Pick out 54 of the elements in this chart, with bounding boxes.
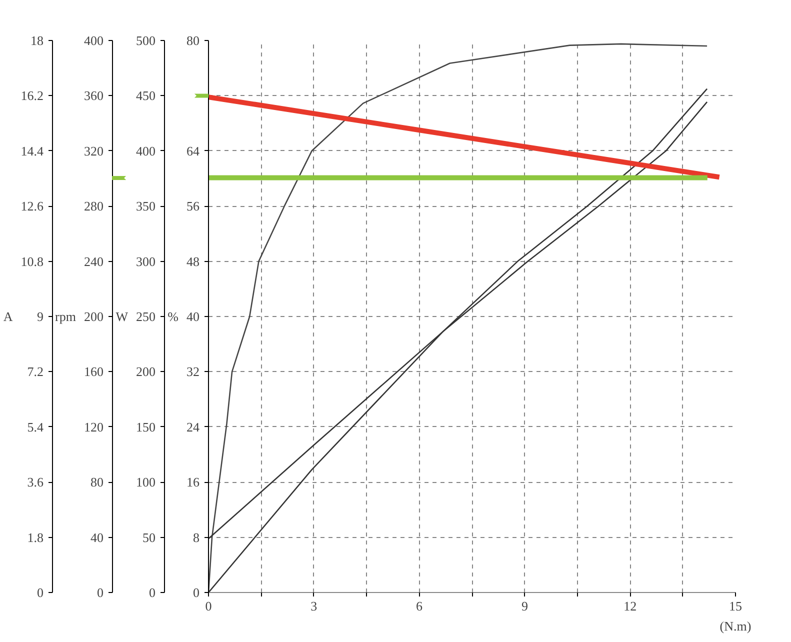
- y2-tick-label: 0: [149, 585, 156, 600]
- y2-tick-label: 100: [136, 474, 156, 490]
- y2-tick-label: 500: [136, 33, 156, 48]
- y-tick-label: 80: [186, 33, 200, 48]
- text: 18: [30, 33, 44, 48]
- y2-tick-label: 200: [136, 364, 156, 380]
- y3-tick-label: 40: [90, 530, 104, 545]
- text: 14.4: [20, 143, 44, 158]
- y2-tick-label: 300: [136, 254, 156, 269]
- x-tick-label: 15: [729, 598, 742, 614]
- y2-tick-label: 50: [142, 530, 156, 545]
- x-tick-label: 3: [310, 598, 318, 614]
- text: 0: [37, 585, 44, 600]
- text: 3.6: [27, 474, 44, 490]
- x-tick-label: 12: [624, 598, 637, 614]
- y3-axis-title: rpm: [55, 309, 76, 324]
- y-tick-label: 64: [186, 143, 200, 158]
- x-tick-label: 9: [521, 598, 528, 614]
- text: A: [3, 309, 14, 324]
- x-tick-label: 6: [416, 598, 424, 614]
- text: 10.8: [20, 254, 44, 269]
- text: 12.6: [20, 198, 44, 214]
- y2-axis-title: W: [116, 309, 129, 324]
- text: 1.8: [27, 530, 44, 545]
- y2-tick-label: 150: [136, 419, 156, 434]
- text: 5.4: [27, 419, 44, 434]
- y-tick-label: 40: [186, 309, 200, 324]
- y2-tick-label: 400: [136, 143, 156, 158]
- y-tick-label: 24: [186, 419, 200, 434]
- x-axis-title: (N.m): [720, 618, 752, 634]
- x-tick-label: 0: [205, 598, 212, 614]
- y-tick-label: 32: [186, 364, 200, 380]
- y3-tick-label: 320: [84, 143, 104, 158]
- y2-tick-label: 450: [136, 88, 156, 104]
- text: 7.2: [27, 364, 44, 380]
- y3-tick-label: 200: [84, 309, 104, 324]
- y-axis-title: %: [168, 309, 179, 324]
- y3-tick-label: 360: [84, 88, 104, 104]
- text: 16.2: [20, 88, 44, 104]
- y3-tick-label: 400: [84, 33, 104, 48]
- y3-tick-label: 0: [97, 585, 104, 600]
- y3-tick-label: 240: [84, 254, 104, 269]
- y-tick-label: 16: [186, 474, 200, 490]
- y3-tick-label: 280: [84, 198, 104, 214]
- y2-tick-label: 350: [136, 198, 156, 214]
- y3-tick-label: 160: [84, 364, 104, 380]
- y-tick-label: 56: [186, 198, 200, 214]
- y-tick-label: 48: [186, 254, 200, 269]
- y-tick-label: 0: [193, 585, 200, 600]
- y2-tick-label: 250: [136, 309, 156, 324]
- text: 9: [37, 309, 44, 324]
- y3-tick-label: 80: [90, 474, 104, 490]
- y-tick-label: 8: [193, 530, 200, 545]
- y3-tick-label: 120: [84, 419, 104, 434]
